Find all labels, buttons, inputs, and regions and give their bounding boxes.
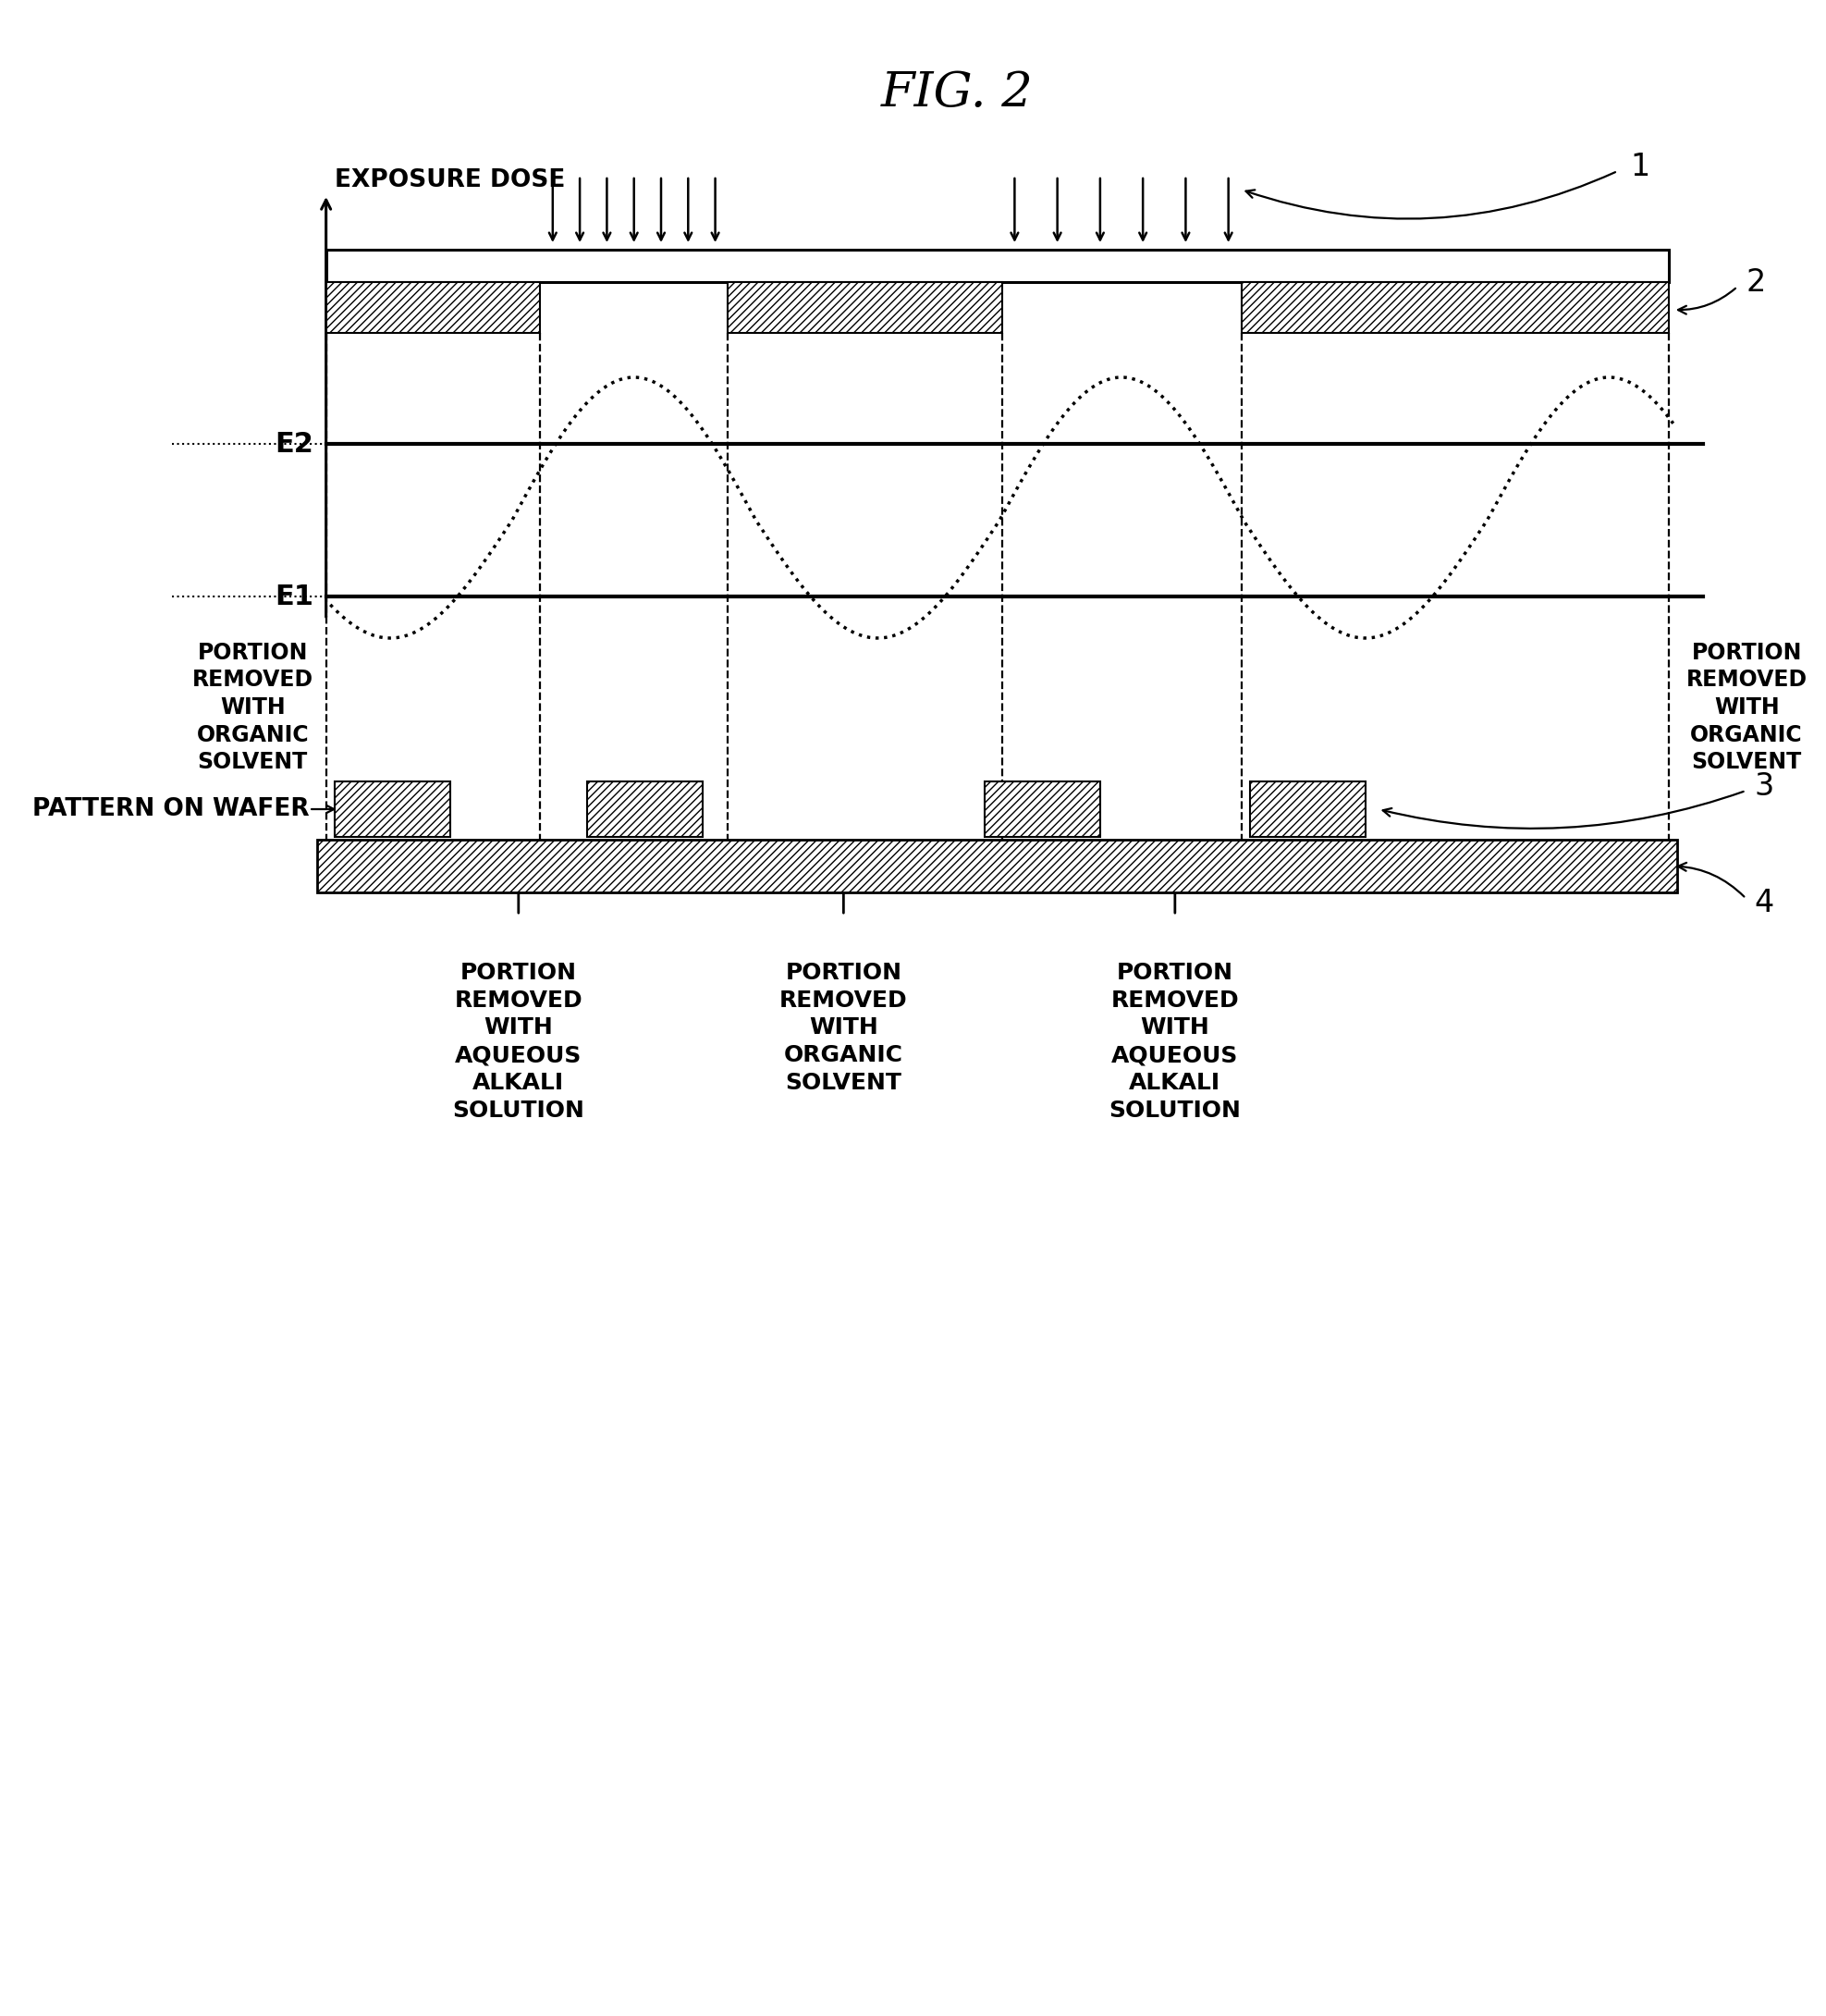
- Text: E2: E2: [274, 431, 314, 458]
- Text: E1: E1: [274, 583, 314, 611]
- Text: PATTERN ON WAFER: PATTERN ON WAFER: [31, 796, 309, 821]
- Text: PORTION
REMOVED
WITH
ORGANIC
SOLVENT: PORTION REMOVED WITH ORGANIC SOLVENT: [780, 962, 908, 1095]
- Bar: [318, 841, 1678, 893]
- Bar: [327, 282, 540, 333]
- Text: 4: 4: [1755, 887, 1775, 919]
- Bar: [586, 782, 703, 837]
- Bar: [1242, 282, 1669, 333]
- Bar: [984, 782, 1099, 837]
- Bar: [334, 782, 449, 837]
- Text: PORTION
REMOVED
WITH
AQUEOUS
ALKALI
SOLUTION: PORTION REMOVED WITH AQUEOUS ALKALI SOLU…: [1108, 962, 1242, 1121]
- Text: PORTION
REMOVED
WITH
AQUEOUS
ALKALI
SOLUTION: PORTION REMOVED WITH AQUEOUS ALKALI SOLU…: [453, 962, 584, 1121]
- Text: EXPOSURE DOSE: EXPOSURE DOSE: [334, 167, 566, 192]
- Text: 2: 2: [1746, 266, 1766, 296]
- Text: PORTION
REMOVED
WITH
ORGANIC
SOLVENT: PORTION REMOVED WITH ORGANIC SOLVENT: [192, 641, 314, 774]
- Text: FIG. 2: FIG. 2: [880, 69, 1034, 117]
- Text: PORTION
REMOVED
WITH
ORGANIC
SOLVENT: PORTION REMOVED WITH ORGANIC SOLVENT: [1685, 641, 1808, 774]
- Bar: [729, 282, 1002, 333]
- Text: 3: 3: [1755, 770, 1775, 800]
- Text: 1: 1: [1631, 151, 1651, 181]
- Bar: [327, 250, 1669, 282]
- Bar: [1249, 782, 1366, 837]
